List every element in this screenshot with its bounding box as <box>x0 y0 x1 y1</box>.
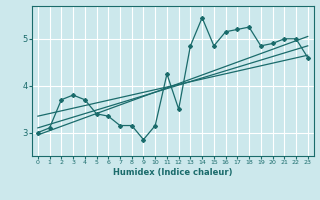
X-axis label: Humidex (Indice chaleur): Humidex (Indice chaleur) <box>113 168 233 177</box>
